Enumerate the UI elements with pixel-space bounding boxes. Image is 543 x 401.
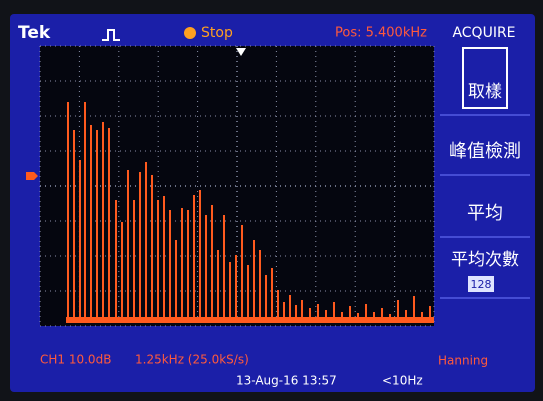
brand: Tek <box>18 23 51 43</box>
spectrum-trace <box>67 102 431 322</box>
menu-item[interactable]: 取樣 <box>468 82 502 102</box>
menu-value: 128 <box>471 278 492 291</box>
timebase: 1.25kHz (25.0kS/s) <box>135 353 249 367</box>
date-time: 13-Aug-16 13:57 <box>236 374 337 388</box>
noise-floor <box>66 317 434 323</box>
menu-title: ACQUIRE <box>452 25 515 41</box>
graticule <box>39 45 435 327</box>
trigger-frequency: <10Hz <box>382 374 423 388</box>
status-dot <box>184 27 196 39</box>
value-box <box>468 276 494 292</box>
window-type: Hanning <box>438 354 488 368</box>
menu-item[interactable]: 平均次數 <box>451 250 519 270</box>
channel-marker <box>26 172 38 180</box>
menu-item[interactable]: 峰值檢測 <box>449 141 521 162</box>
menu-item[interactable]: 平均 <box>467 203 503 224</box>
position: Pos: 5.400kHz <box>335 26 427 41</box>
channel-scale: CH1 10.0dB <box>40 353 111 367</box>
trigger-marker <box>236 48 246 56</box>
run-status: Stop <box>201 25 233 41</box>
menu-selected[interactable] <box>462 47 508 109</box>
acquire-icon <box>102 29 120 41</box>
